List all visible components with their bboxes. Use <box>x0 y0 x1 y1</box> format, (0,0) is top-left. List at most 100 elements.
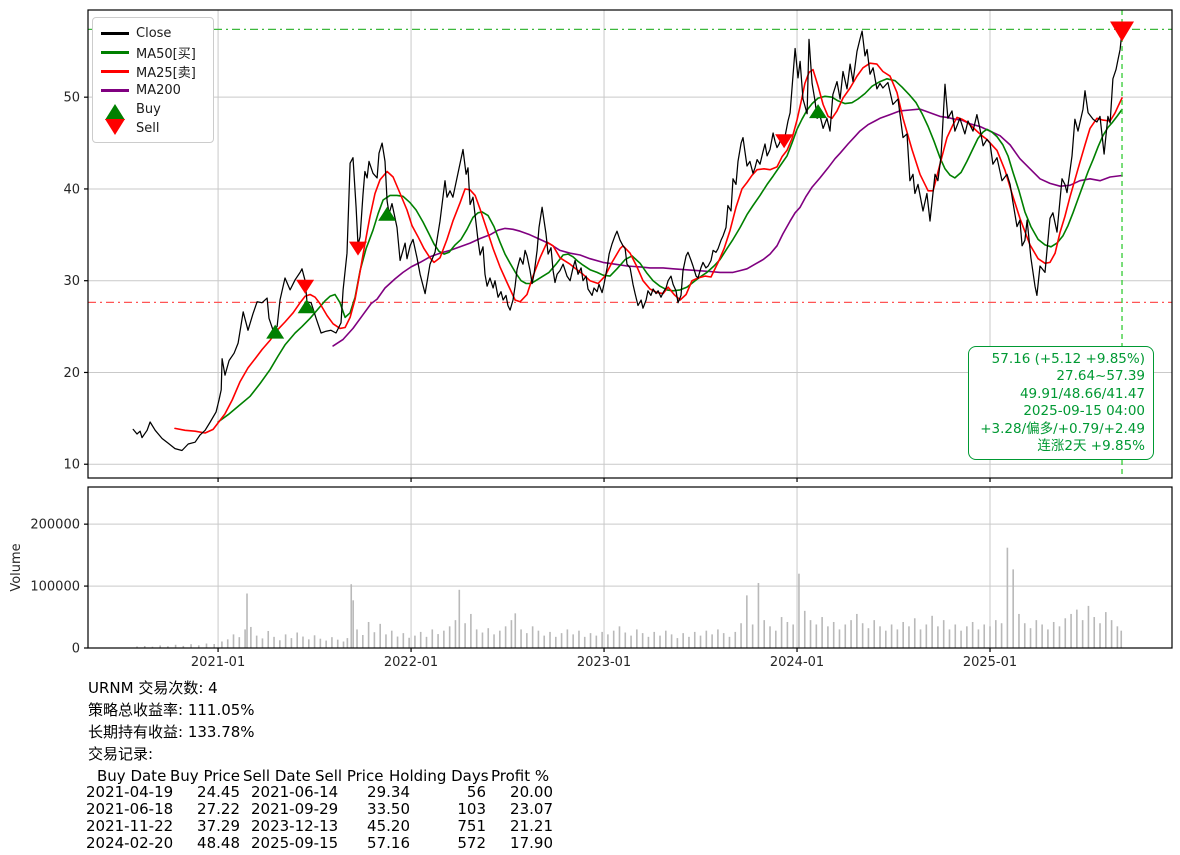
volume-bar <box>1099 623 1101 648</box>
volume-bar <box>809 620 812 648</box>
volume-bar <box>1035 620 1038 648</box>
volume-bar <box>367 621 370 648</box>
volume-bar <box>1058 626 1061 648</box>
volume-bar <box>688 636 690 648</box>
volume-bar <box>966 626 968 648</box>
y-tick-label: 50 <box>63 91 80 106</box>
volume-bar <box>856 613 858 648</box>
volume-bar <box>454 620 457 648</box>
volume-bar <box>431 629 434 648</box>
volume-bar <box>379 623 381 648</box>
volume-bar <box>798 573 800 648</box>
y-tick-label: 40 <box>63 182 80 197</box>
volume-bar <box>213 644 216 648</box>
annotation-streak: 连涨2天 +9.85% <box>1037 438 1145 455</box>
legend-item-sell: Sell <box>101 118 205 138</box>
cell: 2021-04-19 <box>86 783 174 801</box>
x-tick-label: 2022-01 <box>384 655 438 670</box>
volume-bar <box>1070 613 1072 648</box>
volume-bar <box>1116 626 1119 648</box>
volume-bar <box>803 610 806 648</box>
volume-bar <box>226 639 229 648</box>
volume-bar <box>995 620 997 648</box>
volume-bar <box>775 630 777 648</box>
close-line <box>132 30 1123 452</box>
volume-bar <box>925 624 928 648</box>
price-panel-border <box>87 9 1173 479</box>
col-buy-price: Buy Price <box>170 767 241 785</box>
annotation-ma-values: 49.91/48.66/41.47 <box>1019 385 1145 402</box>
volume-bar <box>583 636 586 648</box>
legend-label: MA25[卖] <box>136 66 196 81</box>
volume-bar <box>504 626 507 648</box>
volume-bar <box>284 634 287 648</box>
x-tick-label: 2023-01 <box>577 655 631 670</box>
volume-bar <box>319 638 322 648</box>
legend-item-ma200: MA200 <box>101 81 205 100</box>
price-annotation-box: 57.16 (+5.12 +9.85%) 27.64~57.39 49.91/4… <box>968 346 1154 461</box>
annotation-price-change: 57.16 (+5.12 +9.85%) <box>991 351 1145 367</box>
sell-marker <box>348 241 367 256</box>
volume-bar <box>1023 623 1026 648</box>
x-tick-label: 2024-01 <box>770 655 824 670</box>
table-row: 2021-11-22 37.29 2023-12-13 45.20 751 21… <box>86 818 553 835</box>
volume-bar <box>670 634 673 648</box>
volume-bar <box>902 621 904 648</box>
volume-bar <box>313 635 316 648</box>
legend-item-ma25: MA25[卖] <box>101 62 205 81</box>
volume-bar <box>197 645 200 648</box>
volume-bar <box>520 629 522 648</box>
volume-bar <box>763 620 766 648</box>
volume-bar <box>499 630 501 648</box>
y-tick-label: 10 <box>63 458 80 473</box>
volume-bar <box>238 637 241 648</box>
cell: 20.00 <box>510 783 553 801</box>
volume-bar <box>821 617 823 648</box>
volume-bar <box>827 626 829 648</box>
strategy-return-line: 策略总收益率: 111.05% <box>88 701 255 719</box>
volume-bar <box>174 644 177 648</box>
volume-y-tick-label: 100000 <box>30 580 80 595</box>
close-line-swatch <box>101 32 129 35</box>
volume-bar <box>942 620 945 648</box>
volume-axis-label: Volume <box>9 543 24 591</box>
volume-bar <box>913 618 916 648</box>
volume-bar <box>205 643 208 648</box>
volume-bar <box>510 620 513 648</box>
volume-bar <box>1105 612 1107 648</box>
cell: 751 <box>457 817 486 835</box>
volume-bar <box>246 593 248 648</box>
table-row: 2024-02-20 48.48 2025-09-15 57.16 572 17… <box>86 835 553 852</box>
volume-bar <box>526 633 528 648</box>
volume-bar <box>554 636 557 648</box>
volume-bar <box>746 595 748 648</box>
volume-bar <box>722 633 725 648</box>
volume-bar <box>838 629 841 648</box>
volume-bar <box>612 630 615 648</box>
volume-bar <box>543 635 546 648</box>
volume-bar <box>896 629 899 648</box>
volume-bar <box>653 631 656 648</box>
volume-bar <box>601 631 603 648</box>
volume-bar <box>931 615 933 648</box>
annotation-range: 27.64~57.39 <box>1056 368 1145 385</box>
legend-item-close: Close <box>101 24 205 43</box>
volume-bar <box>419 631 422 648</box>
volume-bar <box>325 640 327 648</box>
volume-bar <box>711 634 713 648</box>
volume-bar <box>531 626 534 648</box>
trade-records-label: 交易记录: <box>88 745 154 763</box>
volume-bar <box>647 636 650 648</box>
volume-bar <box>549 631 551 648</box>
cell: 2023-12-13 <box>251 817 339 835</box>
volume-bar <box>514 613 517 648</box>
sell-marker <box>296 279 315 294</box>
volume-bar <box>182 645 185 648</box>
cell: 2021-06-14 <box>251 783 339 801</box>
annotation-datetime: 2025-09-15 04:00 <box>1023 403 1145 420</box>
volume-bar <box>844 624 847 648</box>
col-sell-price: Sell Price <box>315 767 384 785</box>
volume-bar <box>493 634 495 648</box>
volume-bar <box>458 589 461 648</box>
volume-bar <box>1047 629 1049 648</box>
